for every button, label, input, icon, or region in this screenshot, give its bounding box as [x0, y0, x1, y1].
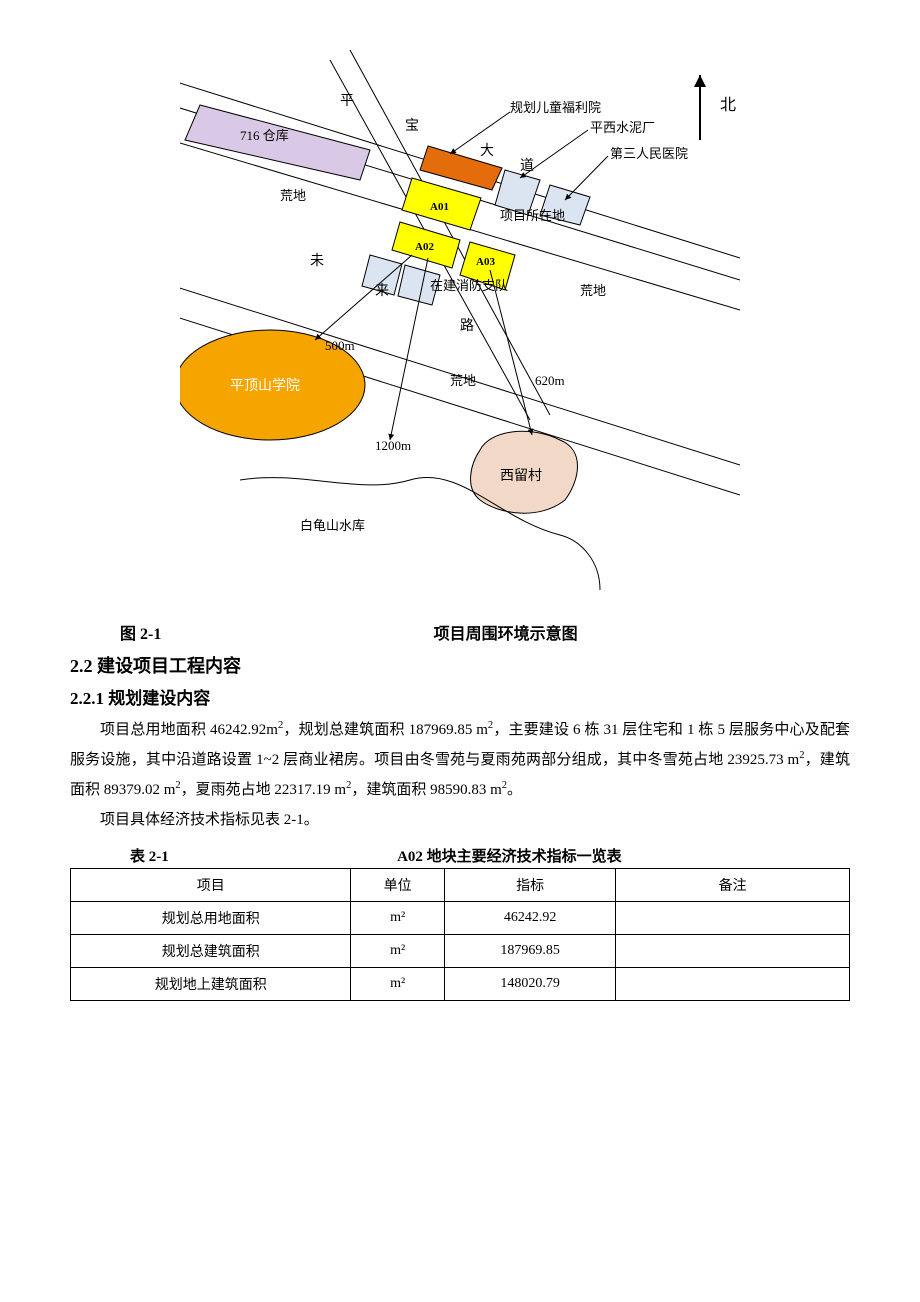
heading-3: 2.2.1 规划建设内容	[70, 684, 850, 709]
cell-unit: m²	[351, 935, 444, 968]
svg-text:道: 道	[520, 158, 534, 174]
paragraph-1: 项目总用地面积 46242.92m2，规划总建筑面积 187969.85 m2，…	[70, 715, 850, 805]
svg-text:规划儿童福利院: 规划儿童福利院	[510, 100, 601, 115]
svg-text:在建消防支队: 在建消防支队	[430, 278, 508, 293]
th-value: 指标	[444, 869, 615, 902]
cell-unit: m²	[351, 902, 444, 935]
table-title: A02 地块主要经济技术指标一览表	[169, 845, 850, 866]
cell-note	[616, 968, 850, 1001]
svg-text:A03: A03	[476, 256, 495, 268]
svg-text:1200m: 1200m	[375, 438, 411, 453]
th-item: 项目	[71, 869, 351, 902]
svg-text:第三人民医院: 第三人民医院	[610, 146, 688, 161]
table-header-row: 项目 单位 指标 备注	[71, 869, 850, 902]
svg-text:未: 未	[310, 253, 324, 269]
th-unit: 单位	[351, 869, 444, 902]
cell-item: 规划总用地面积	[71, 902, 351, 935]
cell-value: 148020.79	[444, 968, 615, 1001]
table-caption: 表 2-1 A02 地块主要经济技术指标一览表	[70, 845, 850, 866]
svg-text:北: 北	[720, 96, 736, 114]
svg-text:A01: A01	[430, 201, 449, 213]
svg-text:716 仓库: 716 仓库	[240, 128, 289, 143]
svg-text:荒地: 荒地	[280, 188, 306, 203]
svg-text:荒地: 荒地	[450, 373, 476, 388]
cell-unit: m²	[351, 968, 444, 1001]
environment-diagram: 716 仓库A01A02A03平顶山学院西留村平宝大道未来路规划儿童福利院平西水…	[180, 50, 740, 600]
figure-number: 图 2-1	[120, 620, 161, 644]
p1-seg-e: ，夏雨苑占地 22317.19 m	[181, 782, 346, 798]
table-row: 规划总用地面积 m² 46242.92	[71, 902, 850, 935]
cell-item: 规划地上建筑面积	[71, 968, 351, 1001]
th-note: 备注	[616, 869, 850, 902]
table-row: 规划总建筑面积 m² 187969.85	[71, 935, 850, 968]
p1-seg-f: ，建筑面积 98590.83 m	[351, 782, 501, 798]
table-number: 表 2-1	[130, 845, 169, 866]
p1-seg-g: 。	[507, 782, 522, 798]
cell-value: 187969.85	[444, 935, 615, 968]
cell-value: 46242.92	[444, 902, 615, 935]
svg-text:大: 大	[480, 143, 494, 159]
table-row: 规划地上建筑面积 m² 148020.79	[71, 968, 850, 1001]
svg-text:荒地: 荒地	[580, 283, 606, 298]
svg-text:平顶山学院: 平顶山学院	[230, 378, 300, 394]
paragraph-2: 项目具体经济技术指标见表 2-1。	[70, 805, 850, 835]
svg-text:A02: A02	[415, 241, 434, 253]
p1-seg-a: 项目总用地面积 46242.92m	[100, 722, 278, 738]
svg-text:平: 平	[340, 94, 354, 109]
p1-seg-b: ，规划总建筑面积 187969.85 m	[283, 722, 488, 738]
svg-text:白龟山水库: 白龟山水库	[300, 518, 365, 533]
figure-caption: 图 2-1 项目周围环境示意图	[70, 620, 850, 644]
svg-text:项目所在地: 项目所在地	[500, 208, 565, 223]
svg-text:平西水泥厂: 平西水泥厂	[590, 120, 655, 135]
svg-text:500m: 500m	[325, 338, 355, 353]
indicators-table: 项目 单位 指标 备注 规划总用地面积 m² 46242.92 规划总建筑面积 …	[70, 868, 850, 1001]
figure-title: 项目周围环境示意图	[161, 620, 850, 644]
cell-item: 规划总建筑面积	[71, 935, 351, 968]
svg-text:宝: 宝	[405, 118, 419, 134]
svg-text:620m: 620m	[535, 373, 565, 388]
svg-text:西留村: 西留村	[500, 468, 542, 484]
cell-note	[616, 902, 850, 935]
svg-text:路: 路	[460, 318, 474, 334]
heading-2: 2.2 建设项目工程内容	[70, 652, 850, 678]
cell-note	[616, 935, 850, 968]
